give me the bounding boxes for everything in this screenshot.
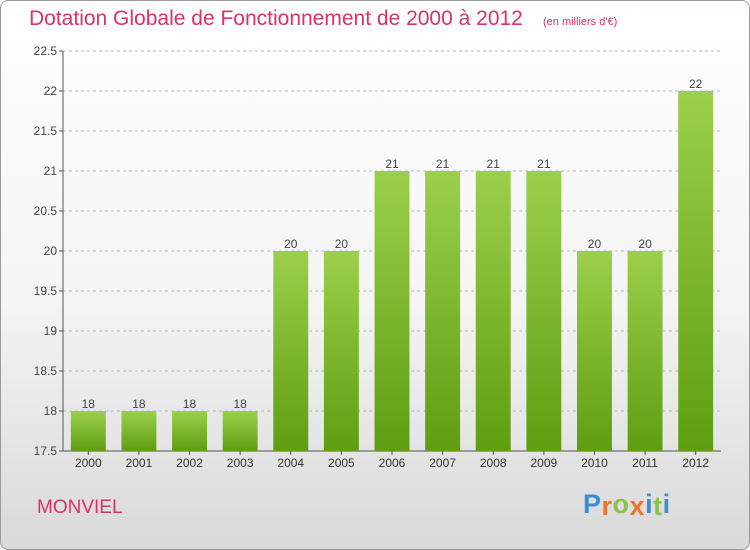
y-tick-label: 18.5 — [34, 364, 58, 378]
y-tick-label: 19 — [44, 324, 58, 338]
y-tick-label: 20.5 — [34, 204, 58, 218]
x-tick-label: 2011 — [632, 456, 658, 470]
y-tick-label: 17.5 — [34, 444, 58, 458]
bar — [627, 251, 663, 451]
y-tick-label: 21 — [44, 164, 58, 178]
x-tick-label: 2004 — [277, 456, 304, 470]
y-tick-label: 18 — [44, 404, 58, 418]
bar — [374, 171, 410, 451]
x-tick-label: 2008 — [480, 456, 507, 470]
y-tick-label: 19.5 — [34, 284, 58, 298]
bar-value-label: 18 — [132, 397, 146, 411]
bar-value-label: 20 — [284, 237, 298, 251]
bar — [222, 411, 258, 451]
bar — [323, 251, 359, 451]
bar-value-label: 20 — [588, 237, 602, 251]
proxiti-logo[interactable]: Proxiti — [583, 489, 671, 521]
bar-value-label: 18 — [82, 397, 96, 411]
bar — [121, 411, 157, 451]
x-tick-label: 2003 — [227, 456, 254, 470]
logo-letter: t — [653, 491, 663, 521]
x-tick-label: 2009 — [530, 456, 557, 470]
bar-value-label: 21 — [487, 157, 501, 171]
bar-value-label: 21 — [436, 157, 450, 171]
bars — [70, 91, 714, 451]
bar — [526, 171, 562, 451]
bar — [273, 251, 309, 451]
bar — [172, 411, 208, 451]
chart-unit: (en milliers d'€) — [543, 16, 618, 28]
labels: 18 2000 18 2001 18 2002 18 2003 20 2004 20 2005 21 20… — [75, 77, 709, 470]
logo-letter: P — [583, 489, 602, 519]
logo-letter: r — [601, 491, 613, 521]
bar-value-label: 20 — [335, 237, 349, 251]
bar-value-label: 20 — [638, 237, 652, 251]
logo-letter: i — [645, 489, 654, 519]
x-tick-label: 2012 — [682, 456, 709, 470]
bar-value-label: 21 — [385, 157, 399, 171]
x-tick-label: 2006 — [379, 456, 406, 470]
x-tick-label: 2001 — [126, 456, 153, 470]
bar-value-label: 18 — [233, 397, 247, 411]
bar — [475, 171, 511, 451]
x-tick-label: 2005 — [328, 456, 355, 470]
y-tick-label: 22 — [44, 84, 58, 98]
bar-value-label: 21 — [537, 157, 551, 171]
x-tick-label: 2000 — [75, 456, 102, 470]
x-tick-label: 2007 — [429, 456, 456, 470]
bar — [70, 411, 106, 451]
y-tick-label: 20 — [44, 244, 58, 258]
logo-letter: x — [629, 491, 646, 521]
chart-title: Dotation Globale de Fonctionnement de 20… — [29, 7, 523, 30]
logo-letter: i — [662, 489, 671, 519]
y-tick-label: 22.5 — [34, 44, 58, 58]
bar — [425, 171, 461, 451]
y-tick-label: 21.5 — [34, 124, 58, 138]
logo-letter: o — [612, 489, 630, 519]
bar-value-label: 22 — [689, 77, 703, 91]
x-tick-label: 2002 — [176, 456, 203, 470]
bar — [678, 91, 714, 451]
bar — [576, 251, 612, 451]
commune-name: MONVIEL — [37, 497, 123, 518]
x-tick-label: 2010 — [581, 456, 608, 470]
bar-value-label: 18 — [183, 397, 197, 411]
